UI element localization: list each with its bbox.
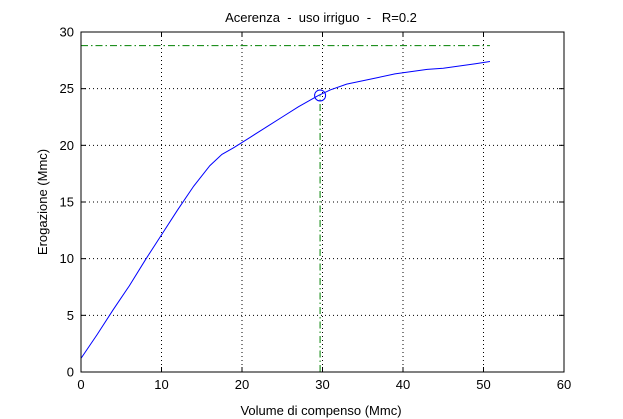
y-tick-label: 5: [67, 308, 74, 323]
x-axis-label: Volume di compenso (Mmc): [240, 403, 401, 418]
x-tick-label: 40: [396, 377, 410, 392]
data-marker: [314, 89, 327, 102]
x-tick-label: 50: [476, 377, 490, 392]
x-tick-label: 30: [315, 377, 329, 392]
x-tick-label: 0: [77, 377, 84, 392]
series-line-0: [80, 60, 491, 359]
chart-title: Acerenza - uso irriguo - R=0.2: [225, 10, 417, 25]
y-tick-label: 30: [60, 25, 74, 40]
x-tick-label: 10: [154, 377, 168, 392]
grid: [81, 32, 564, 372]
y-tick-label: 20: [60, 138, 74, 153]
tick-labels: 0 10 20 30 40 50 60 0 5 10 15 20 25 30: [60, 25, 572, 393]
y-tick-label: 10: [60, 251, 74, 266]
ticks: [80, 31, 565, 373]
y-tick-label: 15: [60, 195, 74, 210]
plot-lines: [80, 45, 491, 372]
x-tick-label: 20: [235, 377, 249, 392]
y-tick-label: 25: [60, 81, 74, 96]
x-tick-label: 60: [557, 377, 571, 392]
y-axis-label: Erogazione (Mmc): [35, 149, 50, 255]
y-tick-label: 0: [67, 365, 74, 380]
